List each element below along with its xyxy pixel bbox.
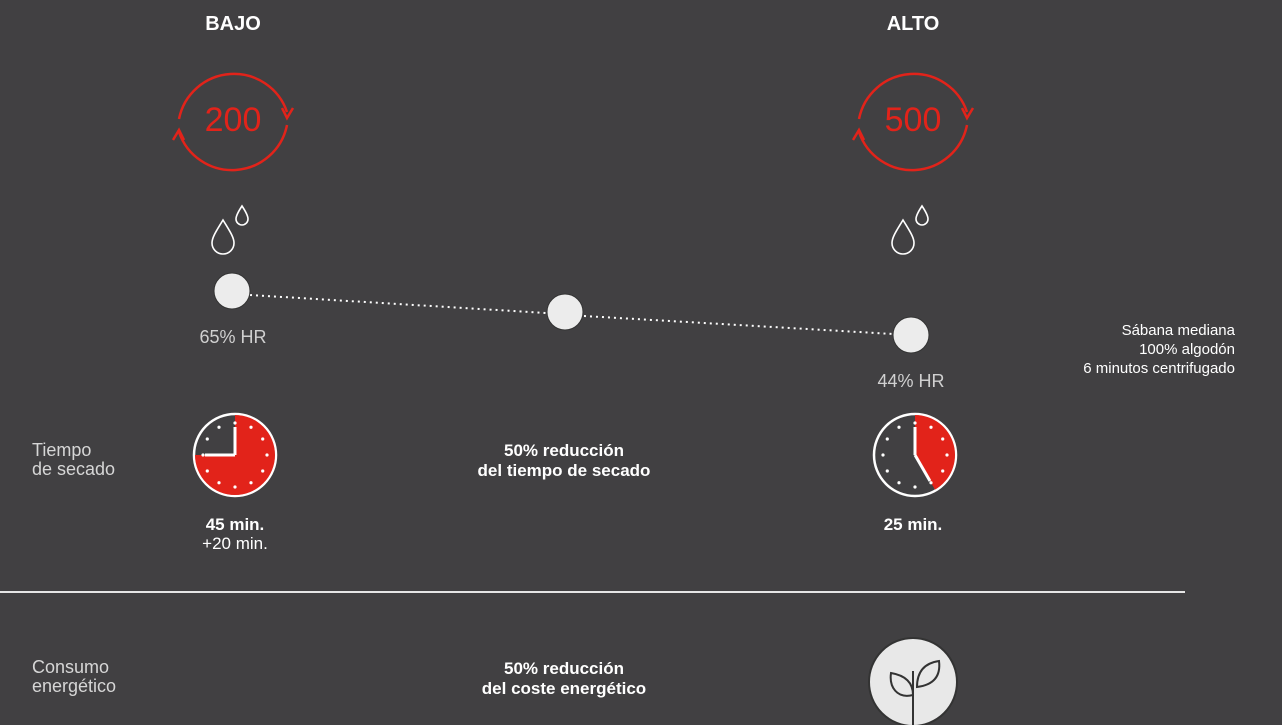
rotation-arrows-icon xyxy=(851,72,975,172)
energy-reduction-line2: del coste energético xyxy=(481,679,647,698)
humidity-dot-low xyxy=(213,272,251,310)
time-reduction-text: 50% reducción del tiempo de secado xyxy=(424,441,704,481)
low-drying-time: 45 min. +20 min. xyxy=(165,515,305,553)
info-line-2: 100% algodón xyxy=(1139,341,1235,358)
high-drying-time: 25 min. xyxy=(883,515,943,534)
water-drops-icon xyxy=(211,204,249,255)
info-line-1: Sábana mediana xyxy=(1121,322,1235,339)
low-speed-title: BAJO xyxy=(205,13,261,35)
clock-icon xyxy=(192,412,278,498)
drying-time-label-line1: Tiempo xyxy=(32,440,92,460)
energy-label: Consumo energético xyxy=(32,658,116,696)
water-drops-icon xyxy=(891,204,929,255)
energy-reduction-line1: 50% reducción xyxy=(504,659,624,678)
info-line-3: 6 minutos centrifugado xyxy=(1083,360,1235,377)
drying-time-label: Tiempo de secado xyxy=(32,441,115,479)
section-divider xyxy=(0,591,1185,593)
low-time-extra: +20 min. xyxy=(202,534,268,553)
humidity-dot-mid xyxy=(546,293,584,331)
low-humidity-label: 65% HR xyxy=(199,327,267,347)
rotation-arrows-icon xyxy=(171,72,295,172)
drying-time-label-line2: de secado xyxy=(32,459,116,479)
plant-sprout-icon xyxy=(868,637,958,725)
time-reduction-line1: 50% reducción xyxy=(504,441,624,460)
clock-icon xyxy=(872,412,958,498)
energy-reduction-text: 50% reducción del coste energético xyxy=(424,659,704,699)
high-speed-value: 500 xyxy=(884,101,942,139)
humidity-dot-high xyxy=(892,316,930,354)
low-speed-value: 200 xyxy=(204,101,262,139)
energy-label-line1: Consumo xyxy=(32,657,110,677)
test-conditions: Sábana mediana 100% algodón 6 minutos ce… xyxy=(975,321,1235,378)
low-time-main: 45 min. xyxy=(205,515,265,534)
high-speed-title: ALTO xyxy=(886,13,940,35)
time-reduction-line2: del tiempo de secado xyxy=(477,461,651,480)
high-humidity-label: 44% HR xyxy=(877,371,945,391)
energy-label-line2: energético xyxy=(32,676,117,696)
